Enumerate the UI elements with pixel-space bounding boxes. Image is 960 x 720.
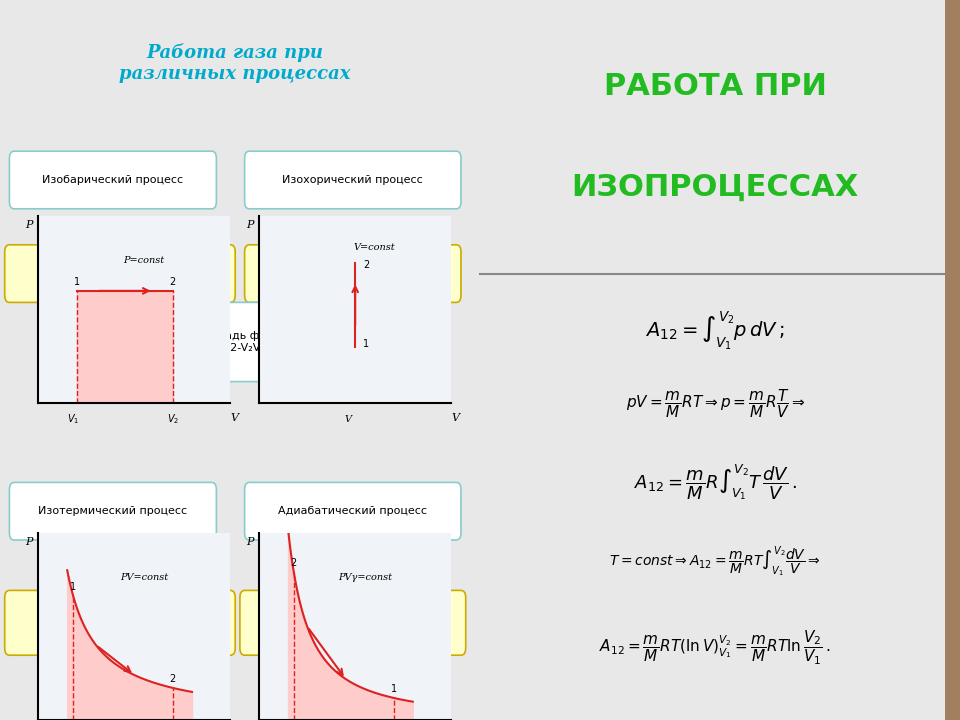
Text: $A_{12} = \int_{V_1}^{V_2} p\,dV\,;$: $A_{12} = \int_{V_1}^{V_2} p\,dV\,;$ <box>645 310 785 353</box>
Text: V: V <box>451 413 459 423</box>
Text: V=const: V=const <box>353 243 396 252</box>
Text: Изобарический процесс: Изобарический процесс <box>42 175 183 185</box>
FancyBboxPatch shape <box>5 245 235 302</box>
FancyBboxPatch shape <box>245 482 461 540</box>
Text: $pV = \dfrac{m}{M}RT \Rightarrow p = \dfrac{m}{M}R\dfrac{T}{V} \Rightarrow$: $pV = \dfrac{m}{M}RT \Rightarrow p = \df… <box>626 387 804 420</box>
FancyBboxPatch shape <box>245 151 461 209</box>
Text: P: P <box>25 220 33 230</box>
Text: P=const: P=const <box>124 256 164 265</box>
Text: $V_1$: $V_1$ <box>67 412 79 426</box>
Text: 2: 2 <box>170 675 176 684</box>
Text: 1: 1 <box>70 582 76 592</box>
FancyBboxPatch shape <box>99 302 372 382</box>
Text: A = P(V₂−V₁) = PΔV > 0: A = P(V₂−V₁) = PΔV > 0 <box>60 269 180 278</box>
Text: $T = const \Rightarrow A_{12} = \dfrac{m}{M}RT\int_{V_1}^{V_2}\dfrac{dV}{V} \Rig: $T = const \Rightarrow A_{12} = \dfrac{m… <box>610 544 821 579</box>
Text: P: P <box>25 537 33 547</box>
Bar <box>946 0 960 720</box>
Text: Изохорический процесс: Изохорический процесс <box>282 175 423 185</box>
Text: $A_{12} = \dfrac{m}{M}R\int_{V_1}^{V_2} T\,\dfrac{dV}{V}\,.$: $A_{12} = \dfrac{m}{M}R\int_{V_1}^{V_2} … <box>634 463 797 502</box>
Text: 1: 1 <box>74 277 80 287</box>
Text: ИЗОПРОЦЕССАХ: ИЗОПРОЦЕССАХ <box>571 173 859 202</box>
FancyBboxPatch shape <box>245 245 461 302</box>
FancyBboxPatch shape <box>10 482 216 540</box>
Text: P: P <box>246 537 253 547</box>
FancyBboxPatch shape <box>240 590 466 655</box>
Text: 2: 2 <box>291 559 297 568</box>
Text: V: V <box>344 415 351 424</box>
Text: 2: 2 <box>363 261 370 271</box>
FancyBboxPatch shape <box>5 590 235 655</box>
Text: PVγ=const: PVγ=const <box>338 572 392 582</box>
Text: Работа газа при
различных процессах: Работа газа при различных процессах <box>119 43 351 83</box>
Text: Адиабатический процесс: Адиабатический процесс <box>278 506 427 516</box>
Text: 2: 2 <box>170 277 176 287</box>
Text: PV=const: PV=const <box>120 572 168 582</box>
Text: A = PV₁/(γ−1)[1−(V₁/V₂)^(γ-1)] < 0: A = PV₁/(γ−1)[1−(V₁/V₂)^(γ-1)] < 0 <box>284 618 421 627</box>
Text: $V_2$: $V_2$ <box>167 412 179 426</box>
Text: V: V <box>230 413 238 423</box>
Text: P: P <box>246 220 253 230</box>
Text: A - площадь фигуры
V₁-1-2-V₂V₁: A - площадь фигуры V₁-1-2-V₂V₁ <box>176 331 295 353</box>
FancyBboxPatch shape <box>10 151 216 209</box>
Text: $A_{12} = \dfrac{m}{M}RT(\ln V)_{V_1}^{V_2} = \dfrac{m}{M}RT\ln\dfrac{V_2}{V_1}\: $A_{12} = \dfrac{m}{M}RT(\ln V)_{V_1}^{V… <box>599 629 831 667</box>
Text: 1: 1 <box>391 684 396 694</box>
Text: 1: 1 <box>363 339 369 349</box>
Text: A = 0: A = 0 <box>339 269 367 278</box>
Text: A = m/M RT ln(V₂/V₁) > 0: A = m/M RT ln(V₂/V₁) > 0 <box>61 618 179 627</box>
Text: РАБОТА ПРИ: РАБОТА ПРИ <box>604 72 827 101</box>
Text: Изотермический процесс: Изотермический процесс <box>38 506 187 516</box>
